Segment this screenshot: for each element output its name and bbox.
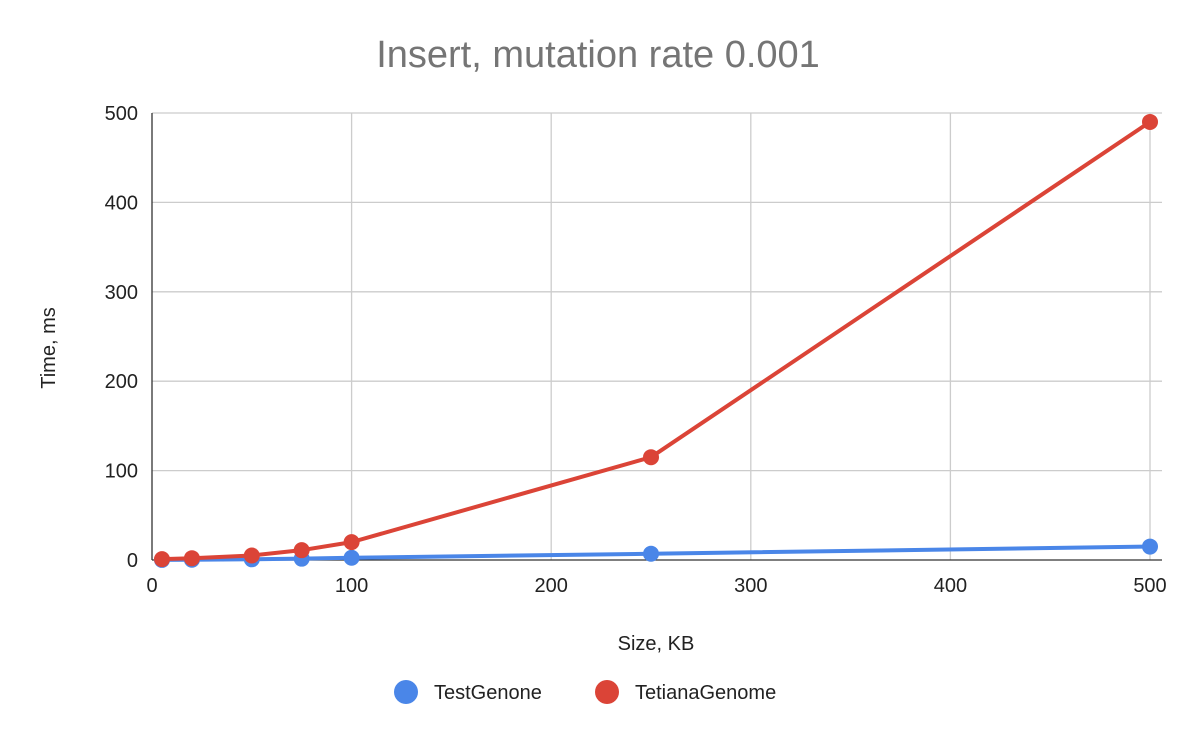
x-tick-label: 100: [335, 575, 368, 597]
series-line: [159, 119, 1152, 562]
series-layer: [153, 113, 1158, 568]
gridlines: [152, 112, 1162, 560]
series-TetianaGenome: [153, 113, 1158, 568]
data-point[interactable]: [243, 547, 260, 564]
data-point[interactable]: [643, 545, 659, 562]
x-tick-label: 200: [535, 575, 568, 597]
legend[interactable]: TestGenone TetianaGenome: [394, 680, 776, 704]
data-point[interactable]: [643, 449, 659, 466]
axes: [151, 113, 1162, 561]
y-axis-title: Time, ms: [38, 307, 60, 388]
legend-marker: [595, 680, 619, 704]
data-point[interactable]: [1142, 113, 1158, 130]
legend-label: TestGenone: [434, 682, 542, 704]
data-point[interactable]: [293, 542, 310, 559]
legend-item[interactable]: TetianaGenome: [595, 680, 776, 704]
legend-label: TetianaGenome: [635, 682, 776, 704]
data-point[interactable]: [343, 534, 360, 551]
x-tick-label: 400: [934, 575, 967, 597]
y-tick-label: 0: [127, 550, 138, 572]
y-tick-label: 100: [105, 461, 138, 483]
legend-marker: [394, 680, 418, 704]
chart-title: Insert, mutation rate 0.001: [376, 34, 820, 76]
x-tick-label: 0: [146, 575, 157, 597]
tick-labels: 0 100 200 300 400 500 0 100 200 300 400 500: [105, 103, 1167, 597]
y-tick-label: 400: [105, 192, 138, 214]
x-axis-title: Size, KB: [618, 633, 695, 655]
data-point[interactable]: [183, 550, 200, 567]
y-tick-label: 300: [105, 282, 138, 304]
data-point[interactable]: [343, 549, 360, 566]
x-tick-label: 500: [1133, 575, 1166, 597]
legend-item[interactable]: TestGenone: [394, 680, 542, 704]
data-point[interactable]: [153, 551, 170, 568]
x-tick-label: 300: [734, 575, 767, 597]
data-point[interactable]: [1142, 538, 1158, 555]
y-tick-label: 500: [105, 103, 138, 125]
y-tick-label: 200: [105, 371, 138, 393]
